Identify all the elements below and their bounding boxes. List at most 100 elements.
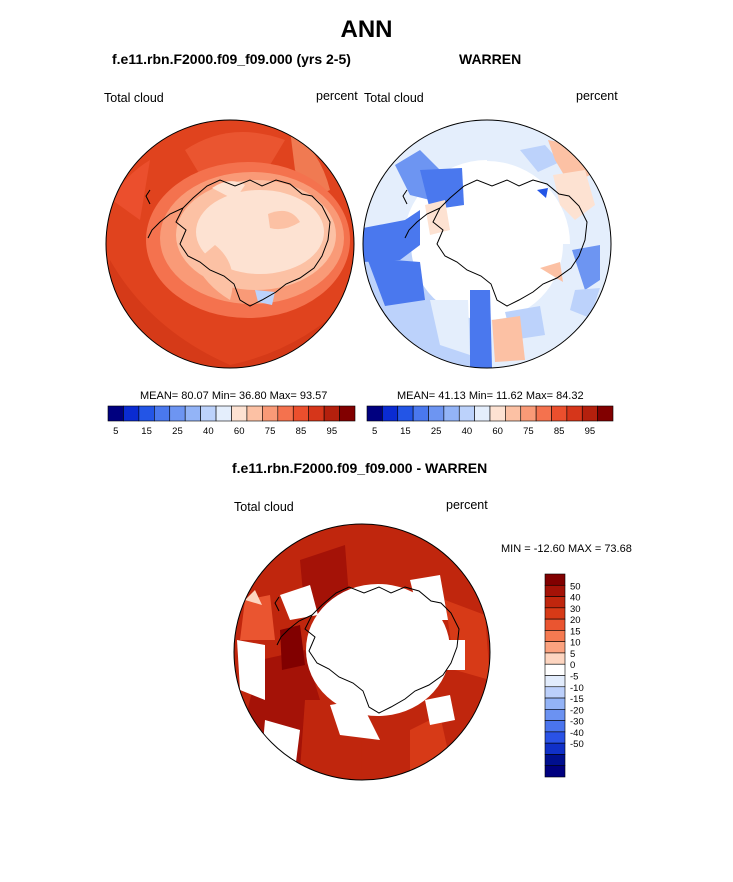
colorbar-difference-swatch xyxy=(544,584,566,597)
colorbar-panel2-swatch xyxy=(428,405,445,422)
colorbar-difference-swatch xyxy=(544,618,566,631)
colorbar-difference-tick-label: 15 xyxy=(570,626,581,637)
colorbar-panel1-tick-label: 40 xyxy=(203,426,214,437)
colorbar-difference-tick-label: -30 xyxy=(570,717,584,728)
colorbar-panel2-swatch xyxy=(551,405,568,422)
colorbar-difference-tick-label: -20 xyxy=(570,705,584,716)
colorbar-difference-tick-label: 40 xyxy=(570,593,581,604)
colorbar-difference-swatch xyxy=(544,573,566,586)
colorbar-panel1-swatch xyxy=(231,405,248,422)
colorbar-panel2-swatch xyxy=(505,405,522,422)
colorbar-difference-tick-label: -5 xyxy=(570,672,578,683)
colorbar-panel1-swatch xyxy=(246,405,263,422)
colorbar-panel2-tick-label: 40 xyxy=(462,426,473,437)
colorbar-panel1-swatch xyxy=(308,405,325,422)
colorbar-panel1-swatch xyxy=(323,405,340,422)
colorbar-panel2-tick-label: 15 xyxy=(400,426,411,437)
colorbar-difference-tick-label: 20 xyxy=(570,615,581,626)
colorbar-panel1-swatch xyxy=(277,405,294,422)
map1-field xyxy=(106,120,354,368)
colorbar-panel2-swatch xyxy=(366,405,383,422)
colorbar-difference-tick-label: 50 xyxy=(570,581,581,592)
colorbar-panel1-swatch xyxy=(215,405,232,422)
map1-coastline xyxy=(145,179,331,307)
colorbar-panel1-tick-label: 15 xyxy=(141,426,152,437)
colorbar-difference-swatch xyxy=(544,596,566,609)
colorbar-panel1-swatch xyxy=(138,405,155,422)
colorbar-panel2-swatch xyxy=(412,405,429,422)
colorbar-difference-swatch xyxy=(544,652,566,665)
colorbar-panel2-swatch xyxy=(566,405,583,422)
colorbar-panel2-swatch xyxy=(581,405,598,422)
colorbar-difference-swatch xyxy=(544,720,566,733)
colorbar-difference-tick-label: -50 xyxy=(570,739,584,750)
colorbar-difference-tick-label: 5 xyxy=(570,649,575,660)
colorbar-difference-swatch xyxy=(544,686,566,699)
panel3-variable-label: Total cloud xyxy=(234,500,294,514)
colorbar-panel2-swatch xyxy=(458,405,475,422)
colorbar-panel2-tick-label: 95 xyxy=(585,426,596,437)
colorbar-panel2-tick-label: 60 xyxy=(492,426,503,437)
colorbar-panel2-swatch xyxy=(535,405,552,422)
colorbar-panel1-swatch xyxy=(107,405,124,422)
colorbar-panel2-swatch xyxy=(474,405,491,422)
colorbar-panel1-swatch xyxy=(262,405,279,422)
map2-border xyxy=(362,119,612,369)
colorbar-difference-swatch xyxy=(544,754,566,767)
colorbar-difference-tick-label: 30 xyxy=(570,604,581,615)
panel3-stats: MIN = -12.60 MAX = 73.68 xyxy=(501,543,632,555)
colorbar-difference-tick-label: 0 xyxy=(570,660,575,671)
colorbar-panel1-swatch xyxy=(292,405,309,422)
colorbar-panel1-tick-label: 75 xyxy=(265,426,276,437)
colorbar-panel1-swatch xyxy=(339,405,356,422)
panel2-stats: MEAN= 41.13 Min= 11.62 Max= 84.32 xyxy=(397,390,584,402)
panel3-units-label: percent xyxy=(446,498,488,512)
map3-coastline xyxy=(274,586,460,714)
colorbar-panel1-swatch xyxy=(169,405,186,422)
colorbar-panel1-swatch xyxy=(154,405,171,422)
colorbar-panel1-swatch xyxy=(184,405,201,422)
map2-coastline xyxy=(402,179,588,307)
colorbar-panel2-tick-label: 85 xyxy=(554,426,565,437)
map3-border xyxy=(233,523,491,781)
colorbar-panel2-tick-label: 5 xyxy=(372,426,377,437)
colorbar-panel2-swatch xyxy=(382,405,399,422)
colorbar-difference-tick-label: -15 xyxy=(570,694,584,705)
colorbar-difference-swatch xyxy=(544,675,566,688)
colorbar-panel1: 5 15 25 40 60 75 85 95 xyxy=(107,405,356,437)
colorbar-difference-swatch xyxy=(544,630,566,642)
colorbar-panel2-tick-label: 25 xyxy=(431,426,442,437)
panel1-units-label: percent xyxy=(316,89,358,103)
panel1-title: f.e11.rbn.F2000.f09_f09.000 (yrs 2-5) xyxy=(112,51,351,67)
colorbar-difference-swatch xyxy=(544,765,566,778)
panel2-units-label: percent xyxy=(576,89,618,103)
figure-title: ANN xyxy=(340,16,393,43)
colorbar-difference-swatch xyxy=(544,697,566,710)
colorbar-difference-swatch xyxy=(544,709,566,721)
panel1-variable-label: Total cloud xyxy=(104,91,164,105)
colorbar-panel1-swatch xyxy=(200,405,217,422)
colorbar-panel1-tick-label: 95 xyxy=(327,426,338,437)
colorbar-panel2-swatch xyxy=(597,405,614,422)
colorbar-panel2-swatch xyxy=(489,405,506,422)
colorbar-panel2: 5 15 25 40 60 75 85 95 xyxy=(366,405,614,437)
colorbar-panel1-tick-label: 60 xyxy=(234,426,245,437)
colorbar-panel2-swatch xyxy=(397,405,414,422)
colorbar-panel2-swatch xyxy=(443,405,460,422)
colorbar-difference-tick-label: -10 xyxy=(570,683,584,694)
panel2-variable-label: Total cloud xyxy=(364,91,424,105)
map1-border xyxy=(105,119,355,369)
colorbar-panel1-swatch xyxy=(123,405,140,422)
colorbar-difference-swatch xyxy=(544,742,566,755)
colorbar-panel2-tick-label: 75 xyxy=(523,426,534,437)
colorbar-difference-swatch xyxy=(544,607,566,620)
colorbar-difference-swatch xyxy=(544,731,566,744)
colorbar-panel1-tick-label: 85 xyxy=(296,426,307,437)
colorbar-difference-tick-label: -40 xyxy=(570,728,584,739)
colorbar-difference-swatch xyxy=(544,663,566,676)
colorbar-panel1-tick-label: 5 xyxy=(113,426,118,437)
colorbar-panel2-swatch xyxy=(520,405,537,422)
colorbar-panel1-tick-label: 25 xyxy=(172,426,183,437)
